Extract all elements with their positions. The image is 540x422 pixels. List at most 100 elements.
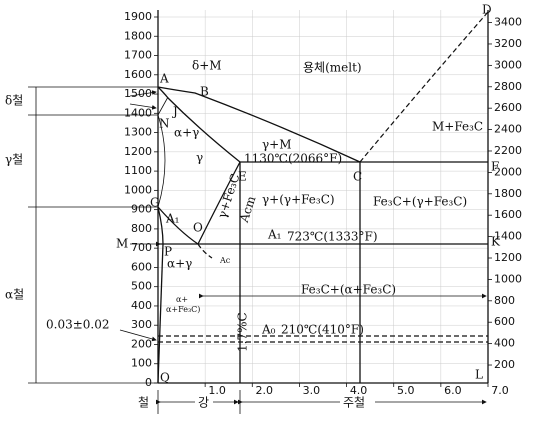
y2-tick-label: 1800	[494, 187, 522, 200]
x-tick-label: 4.0	[350, 384, 368, 397]
y-tick-label: 500	[131, 280, 152, 293]
region-label: 용체(melt)	[303, 61, 362, 75]
temperature-label: 210℃(410°F)	[281, 323, 364, 337]
y-tick-label: 1900	[124, 10, 152, 23]
delta-boundary	[157, 96, 169, 116]
acm-line	[197, 161, 241, 245]
point-label: F	[491, 160, 499, 174]
y2-tick-label: 2600	[494, 101, 522, 114]
point-label: C	[353, 170, 362, 184]
point-label: M	[116, 237, 128, 251]
region-label: δ+M	[192, 59, 222, 73]
y-tick-label: 1500	[124, 87, 152, 100]
x-tick-label: 7.0	[491, 384, 509, 397]
y2-tick-label: 3400	[494, 16, 522, 29]
y-tick-label: 400	[131, 299, 152, 312]
y-tick-label: 1100	[124, 164, 152, 177]
y-tick-label: 1400	[124, 106, 152, 119]
x-tick-label: 5.0	[397, 384, 415, 397]
y2-tick-label: 1200	[494, 251, 522, 264]
point-label: J	[171, 105, 178, 119]
point-label: P	[164, 245, 172, 259]
liquidus-fe3c	[359, 11, 489, 163]
y-tick-label: 800	[131, 222, 152, 235]
region-label: Fe₃C+(α+Fe₃C)	[301, 283, 396, 297]
y2-tick-label: 600	[494, 315, 515, 328]
region-label: α+γ	[174, 126, 199, 140]
ac-line	[197, 243, 213, 259]
point-label: K	[491, 235, 501, 249]
y-tick-label: 700	[131, 241, 152, 254]
y2-tick-label: 1600	[494, 208, 522, 221]
y-tick-label: 300	[131, 318, 152, 331]
y-tick-label: 1300	[124, 126, 152, 139]
p-q-line	[157, 243, 164, 384]
y-tick-label: 1000	[124, 183, 152, 196]
line-label: A₁	[165, 212, 179, 226]
point-label: D	[482, 3, 492, 17]
gamma-boundary	[157, 114, 166, 208]
y2-tick-label: 400	[494, 337, 515, 350]
y2-tick-label: 3200	[494, 37, 522, 50]
liquidus	[157, 86, 361, 163]
x-tick-label: 6.0	[444, 384, 462, 397]
y2-tick-label: 3000	[494, 58, 522, 71]
y2-tick-label: 2200	[494, 144, 522, 157]
phase-name: α철	[5, 288, 24, 302]
solidus	[157, 86, 241, 163]
y2-tick-label: 2000	[494, 165, 522, 178]
line-label: Ac	[219, 256, 231, 265]
y-tick-label: 1700	[124, 49, 152, 62]
point-label: O	[193, 221, 203, 235]
point-label: L	[475, 368, 483, 382]
temperature-label: 723℃(1333°F)	[287, 230, 378, 244]
brackets	[28, 86, 487, 414]
material-label: 강	[198, 396, 209, 410]
region-label: α+γ	[167, 257, 192, 271]
temperature-label: 1130℃(2066°F)	[244, 152, 342, 166]
a3-line	[157, 206, 199, 245]
phase-name: δ철	[5, 94, 23, 108]
y2-tick-label: 200	[494, 358, 515, 371]
phase-name: γ철	[5, 153, 23, 167]
composition-label: 0.03±0.02	[46, 318, 110, 332]
y-tick-label: 100	[131, 357, 152, 370]
point-label: Q	[160, 371, 170, 385]
point-label: G	[150, 196, 160, 210]
point-label: A	[159, 72, 169, 86]
material-label: 주철	[343, 396, 365, 410]
grid	[158, 10, 489, 384]
y-tick-label: 1600	[124, 68, 152, 81]
y-tick-label: 900	[131, 203, 152, 216]
y2-tick-label: 800	[494, 294, 515, 307]
region-label: M+Fe₃C	[432, 120, 483, 134]
y-tick-label: 1200	[124, 145, 152, 158]
g-p-line	[157, 206, 164, 245]
region-label: Fe₃C+(γ+Fe₃C)	[373, 195, 467, 209]
y-tick-label: 200	[131, 337, 152, 350]
axes: 0 100 200 300 400 500 600 700 800 900 1000 1100 1200…	[124, 10, 522, 397]
line-label: A₁	[267, 228, 281, 242]
y-tick-label: 0	[145, 376, 152, 389]
y2-tick-label: 2400	[494, 123, 522, 136]
point-label: E	[238, 170, 247, 184]
region-label: α+Fe₃C)	[166, 305, 200, 314]
material-label: 철	[138, 396, 149, 410]
line-label: A₀	[261, 323, 276, 337]
composition-label: 1.7%C	[236, 312, 250, 352]
point-label: N	[159, 117, 170, 131]
region-label: γ+(γ+Fe₃C)	[262, 193, 335, 207]
region-label: α+	[176, 295, 188, 304]
y2-tick-label: 1000	[494, 272, 522, 285]
point-label: B	[200, 85, 209, 99]
y-tick-label: 1800	[124, 29, 152, 42]
y2-tick-label: 2800	[494, 80, 522, 93]
y-tick-label: 600	[131, 260, 152, 273]
x-tick-label: 2.0	[256, 384, 274, 397]
region-label: γ	[196, 151, 203, 165]
y2-tick-label: 1400	[494, 230, 522, 243]
x-tick-label: 3.0	[303, 384, 321, 397]
x-tick-label: 1.0	[208, 384, 226, 397]
region-label: γ+M	[262, 138, 292, 152]
